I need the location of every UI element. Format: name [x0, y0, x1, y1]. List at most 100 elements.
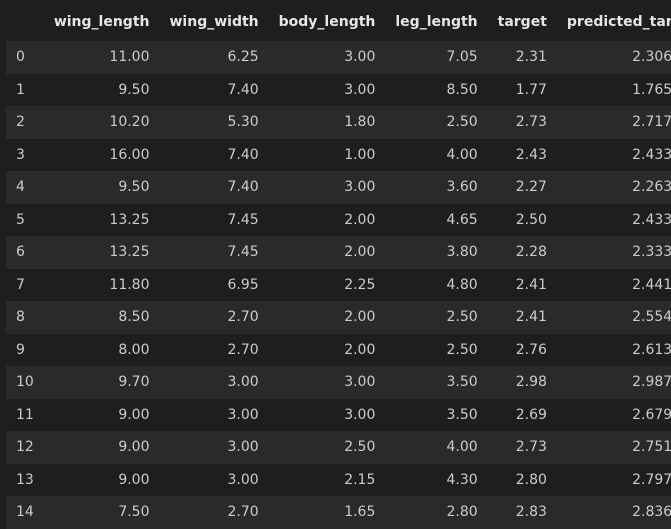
cell-body-length: 1.80: [344, 114, 376, 131]
cell-leg-length: 4.00: [446, 146, 478, 163]
column-header-wing-width: wing_width: [169, 13, 259, 30]
cell-predicted-target: 2.554198: [632, 309, 671, 326]
cell-wing-length: 9.00: [118, 439, 150, 456]
header-row: wing_length wing_width body_length leg_l…: [6, 2, 671, 41]
cell-wing-width: 7.40: [227, 81, 259, 98]
row-index: 3: [16, 146, 25, 163]
cell-wing-width: 7.45: [227, 211, 259, 228]
row-index: 12: [16, 439, 34, 456]
cell-target: 2.80: [515, 471, 547, 488]
cell-leg-length: 2.50: [446, 341, 478, 358]
column-header-target: target: [497, 13, 547, 30]
dataframe-output: wing_length wing_width body_length leg_l…: [6, 2, 671, 529]
table-row: 3 16.00 7.40 1.00 4.00 2.43 2.433959: [6, 138, 671, 171]
cell-predicted-target: 2.433959: [632, 146, 671, 163]
cell-target: 2.73: [515, 114, 547, 131]
cell-body-length: 3.00: [344, 179, 376, 196]
cell-leg-length: 4.65: [446, 211, 478, 228]
table-row: 4 9.50 7.40 3.00 3.60 2.27 2.263833: [6, 171, 671, 204]
table-row: 0 11.00 6.25 3.00 7.05 2.31 2.306652: [6, 41, 671, 74]
cell-wing-width: 7.45: [227, 244, 259, 261]
cell-wing-width: 3.00: [227, 406, 259, 423]
cell-predicted-target: 2.679118: [632, 406, 671, 423]
cell-leg-length: 7.05: [446, 49, 478, 66]
cell-leg-length: 2.50: [446, 309, 478, 326]
cell-body-length: 2.15: [344, 471, 376, 488]
cell-wing-length: 9.50: [118, 179, 150, 196]
cell-wing-width: 7.40: [227, 179, 259, 196]
table-row: 1 9.50 7.40 3.00 8.50 1.77 1.765457: [6, 73, 671, 106]
cell-wing-width: 7.40: [227, 146, 259, 163]
index-column-header: [6, 2, 44, 41]
row-index: 9: [16, 341, 25, 358]
column-header-leg-length: leg_length: [395, 13, 478, 30]
cell-predicted-target: 2.613729: [632, 341, 671, 358]
cell-target: 2.50: [515, 211, 547, 228]
row-index: 0: [16, 49, 25, 66]
table-row: 9 8.00 2.70 2.00 2.50 2.76 2.613729: [6, 333, 671, 366]
cell-leg-length: 3.60: [446, 179, 478, 196]
row-index: 1: [16, 81, 25, 98]
row-index: 5: [16, 211, 25, 228]
table-row: 12 9.00 3.00 2.50 4.00 2.73 2.751438: [6, 431, 671, 464]
cell-wing-width: 6.95: [227, 276, 259, 293]
cell-predicted-target: 2.263833: [632, 179, 671, 196]
cell-target: 2.41: [515, 276, 547, 293]
table-header: wing_length wing_width body_length leg_l…: [6, 2, 671, 41]
cell-body-length: 2.00: [344, 244, 376, 261]
cell-predicted-target: 2.306652: [632, 49, 671, 66]
cell-body-length: 2.50: [344, 439, 376, 456]
table-row: 10 9.70 3.00 3.00 3.50 2.98 2.987026: [6, 366, 671, 399]
cell-body-length: 3.00: [344, 374, 376, 391]
cell-leg-length: 4.00: [446, 439, 478, 456]
cell-target: 2.43: [515, 146, 547, 163]
cell-wing-width: 5.30: [227, 114, 259, 131]
row-index: 11: [16, 406, 34, 423]
cell-wing-length: 11.80: [109, 276, 150, 293]
table-row: 7 11.80 6.95 2.25 4.80 2.41 2.441673: [6, 268, 671, 301]
cell-predicted-target: 2.333108: [632, 244, 671, 261]
cell-body-length: 3.00: [344, 81, 376, 98]
cell-wing-length: 13.25: [109, 244, 150, 261]
cell-wing-width: 3.00: [227, 471, 259, 488]
row-index: 2: [16, 114, 25, 131]
cell-leg-length: 8.50: [446, 81, 478, 98]
cell-wing-length: 8.50: [118, 309, 150, 326]
cell-target: 2.41: [515, 309, 547, 326]
column-header-wing-length: wing_length: [53, 13, 150, 30]
cell-body-length: 3.00: [344, 406, 376, 423]
cell-predicted-target: 1.765457: [632, 81, 671, 98]
cell-wing-width: 2.70: [227, 341, 259, 358]
cell-body-length: 2.00: [344, 309, 376, 326]
cell-body-length: 3.00: [344, 49, 376, 66]
row-index: 7: [16, 276, 25, 293]
cell-wing-length: 8.00: [118, 341, 150, 358]
table-row: 6 13.25 7.45 2.00 3.80 2.28 2.333108: [6, 236, 671, 269]
cell-target: 2.27: [515, 179, 547, 196]
cell-wing-width: 2.70: [227, 309, 259, 326]
row-index: 4: [16, 179, 25, 196]
table-row: 11 9.00 3.00 3.00 3.50 2.69 2.679118: [6, 398, 671, 431]
row-index: 6: [16, 244, 25, 261]
cell-wing-length: 9.00: [118, 471, 150, 488]
cell-predicted-target: 2.433766: [632, 211, 671, 228]
cell-predicted-target: 2.797336: [632, 471, 671, 488]
cell-leg-length: 3.50: [446, 406, 478, 423]
cell-wing-length: 10.20: [109, 114, 150, 131]
cell-wing-length: 9.50: [118, 81, 150, 98]
table-row: 2 10.20 5.30 1.80 2.50 2.73 2.717427: [6, 106, 671, 139]
cell-target: 2.73: [515, 439, 547, 456]
table-row: 13 9.00 3.00 2.15 4.30 2.80 2.797336: [6, 463, 671, 496]
cell-target: 2.28: [515, 244, 547, 261]
column-header-predicted-target: predicted_target: [566, 13, 671, 30]
cell-leg-length: 4.30: [446, 471, 478, 488]
table-row: 8 8.50 2.70 2.00 2.50 2.41 2.554198: [6, 301, 671, 334]
row-index: 8: [16, 309, 25, 326]
cell-leg-length: 3.80: [446, 244, 478, 261]
cell-target: 2.69: [515, 406, 547, 423]
cell-body-length: 1.00: [344, 146, 376, 163]
cell-wing-length: 11.00: [109, 49, 150, 66]
cell-wing-width: 3.00: [227, 439, 259, 456]
cell-body-length: 2.00: [344, 211, 376, 228]
column-header-body-length: body_length: [278, 13, 376, 30]
